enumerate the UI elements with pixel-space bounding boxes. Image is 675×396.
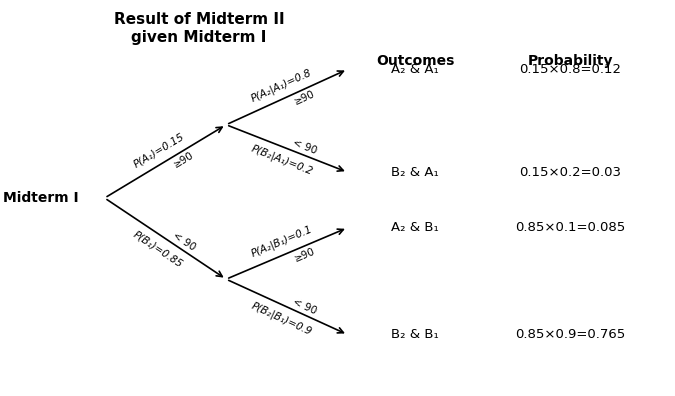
- Text: P(A₁)=0.15: P(A₁)=0.15: [132, 131, 186, 169]
- Text: ≥90: ≥90: [293, 88, 317, 107]
- Text: ≥90: ≥90: [172, 149, 196, 169]
- Text: B₂ & B₁: B₂ & B₁: [392, 328, 439, 341]
- Text: A₂ & B₁: A₂ & B₁: [392, 221, 439, 234]
- Text: 0.85×0.9=0.765: 0.85×0.9=0.765: [515, 328, 626, 341]
- Text: B₂ & A₁: B₂ & A₁: [392, 166, 439, 179]
- Text: P(A₂|A₁)=0.8: P(A₂|A₁)=0.8: [250, 67, 314, 104]
- Text: P(B₁)=0.85: P(B₁)=0.85: [132, 229, 185, 269]
- Text: 0.15×0.8=0.12: 0.15×0.8=0.12: [519, 63, 622, 76]
- Text: P(B₂|A₁)=0.2: P(B₂|A₁)=0.2: [250, 143, 315, 177]
- Text: < 90: < 90: [291, 297, 318, 316]
- Text: P(B₂|B₁)=0.9: P(B₂|B₁)=0.9: [250, 300, 314, 337]
- Text: Midterm I: Midterm I: [3, 191, 79, 205]
- Text: 0.85×0.1=0.085: 0.85×0.1=0.085: [515, 221, 626, 234]
- Text: P(A₂|B₁)=0.1: P(A₂|B₁)=0.1: [250, 224, 314, 259]
- Text: Result of Midterm II
given Midterm I: Result of Midterm II given Midterm I: [114, 12, 284, 46]
- Text: Probability: Probability: [528, 54, 613, 69]
- Text: 0.15×0.2=0.03: 0.15×0.2=0.03: [519, 166, 622, 179]
- Text: A₂ & A₁: A₂ & A₁: [392, 63, 439, 76]
- Text: ≥90: ≥90: [292, 246, 317, 263]
- Text: Outcomes: Outcomes: [376, 54, 454, 69]
- Text: < 90: < 90: [291, 137, 318, 156]
- Text: < 90: < 90: [171, 230, 198, 253]
